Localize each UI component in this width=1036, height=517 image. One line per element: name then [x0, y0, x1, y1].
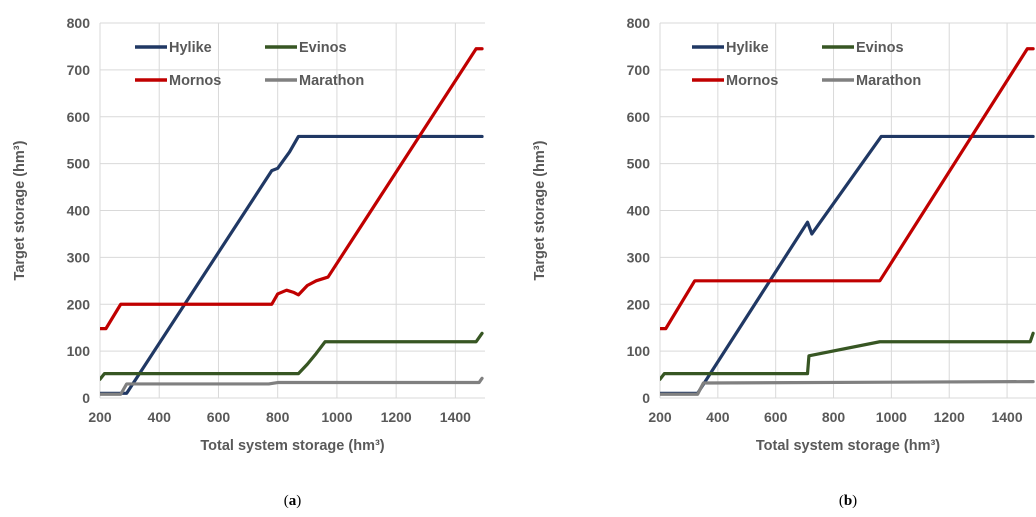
- panel-label: (a): [284, 493, 302, 509]
- x-tick-label: 200: [648, 409, 672, 425]
- legend-label-hylike: Hylike: [169, 40, 212, 56]
- x-tick-label: 1000: [321, 409, 352, 425]
- y-tick-label: 0: [82, 390, 90, 406]
- y-tick-label: 800: [627, 15, 651, 31]
- panel-label: (b): [839, 493, 857, 509]
- x-tick-label: 1200: [381, 409, 412, 425]
- series-line-evinos: [100, 331, 484, 381]
- series-line-marathon: [660, 379, 1035, 396]
- y-axis-title: Target storage (hm³): [532, 140, 548, 280]
- legend-label-mornos: Mornos: [726, 73, 778, 89]
- x-tick-label: 1400: [991, 409, 1022, 425]
- series-line-hylike: [100, 134, 484, 395]
- legend-label-hylike: Hylike: [726, 40, 769, 56]
- y-tick-label: 200: [627, 296, 651, 312]
- y-tick-label: 800: [67, 15, 91, 31]
- x-tick-label: 800: [822, 409, 846, 425]
- x-axis-title: Total system storage (hm³): [756, 438, 940, 454]
- legend-label-evinos: Evinos: [299, 40, 347, 56]
- y-tick-label: 100: [627, 343, 651, 359]
- legend-label-marathon: Marathon: [299, 73, 364, 89]
- x-tick-label: 600: [764, 409, 788, 425]
- y-tick-label: 700: [627, 62, 651, 78]
- series-lines: [660, 47, 1035, 396]
- y-tick-label: 300: [67, 249, 91, 265]
- y-tick-label: 300: [627, 249, 651, 265]
- series-line-marathon: [100, 376, 484, 396]
- y-tick-label: 0: [642, 390, 650, 406]
- legend: Hylike Evinos Mornos Marathon: [135, 40, 364, 89]
- x-tick-label: 800: [266, 409, 290, 425]
- y-tick-label: 600: [627, 109, 651, 125]
- legend-label-marathon: Marathon: [856, 73, 921, 89]
- chart-panel-a: 200 400 600 800 1000 1200 1400 0 100 200 300 400 500…: [12, 15, 485, 509]
- x-axis-title: Total system storage (hm³): [200, 438, 384, 454]
- x-tick-label: 1000: [876, 409, 907, 425]
- panel-label-open: (: [839, 493, 844, 509]
- x-tick-label: 400: [706, 409, 730, 425]
- chart-panel-b: 200 400 600 800 1000 1200 1400 0 100 200 300 400 500…: [532, 15, 1036, 509]
- x-tick-label: 200: [88, 409, 112, 425]
- series-line-hylike: [660, 134, 1035, 395]
- panel-label-open: (: [284, 493, 289, 509]
- legend: Hylike Evinos Mornos Marathon: [692, 40, 921, 89]
- y-tick-label: 600: [67, 109, 91, 125]
- panel-label-letter: b: [844, 493, 852, 509]
- series-line-mornos: [100, 47, 484, 331]
- panel-label-close: ): [852, 493, 857, 509]
- series-line-evinos: [660, 331, 1035, 381]
- legend-label-evinos: Evinos: [856, 40, 904, 56]
- x-tick-label: 1400: [440, 409, 471, 425]
- x-tick-label: 1200: [934, 409, 965, 425]
- y-tick-label: 100: [67, 343, 91, 359]
- y-tick-label: 400: [67, 203, 91, 219]
- y-tick-label: 400: [627, 203, 651, 219]
- series-line-mornos: [660, 47, 1035, 331]
- y-tick-label: 500: [627, 156, 651, 172]
- series-lines: [100, 47, 484, 396]
- legend-label-mornos: Mornos: [169, 73, 221, 89]
- x-tick-label: 600: [207, 409, 231, 425]
- panel-label-close: ): [296, 493, 301, 509]
- y-tick-label: 700: [67, 62, 91, 78]
- x-tick-label: 400: [148, 409, 172, 425]
- y-tick-label: 500: [67, 156, 91, 172]
- panel-label-letter: a: [289, 493, 297, 509]
- y-axis-title: Target storage (hm³): [12, 140, 28, 280]
- y-tick-label: 200: [67, 296, 91, 312]
